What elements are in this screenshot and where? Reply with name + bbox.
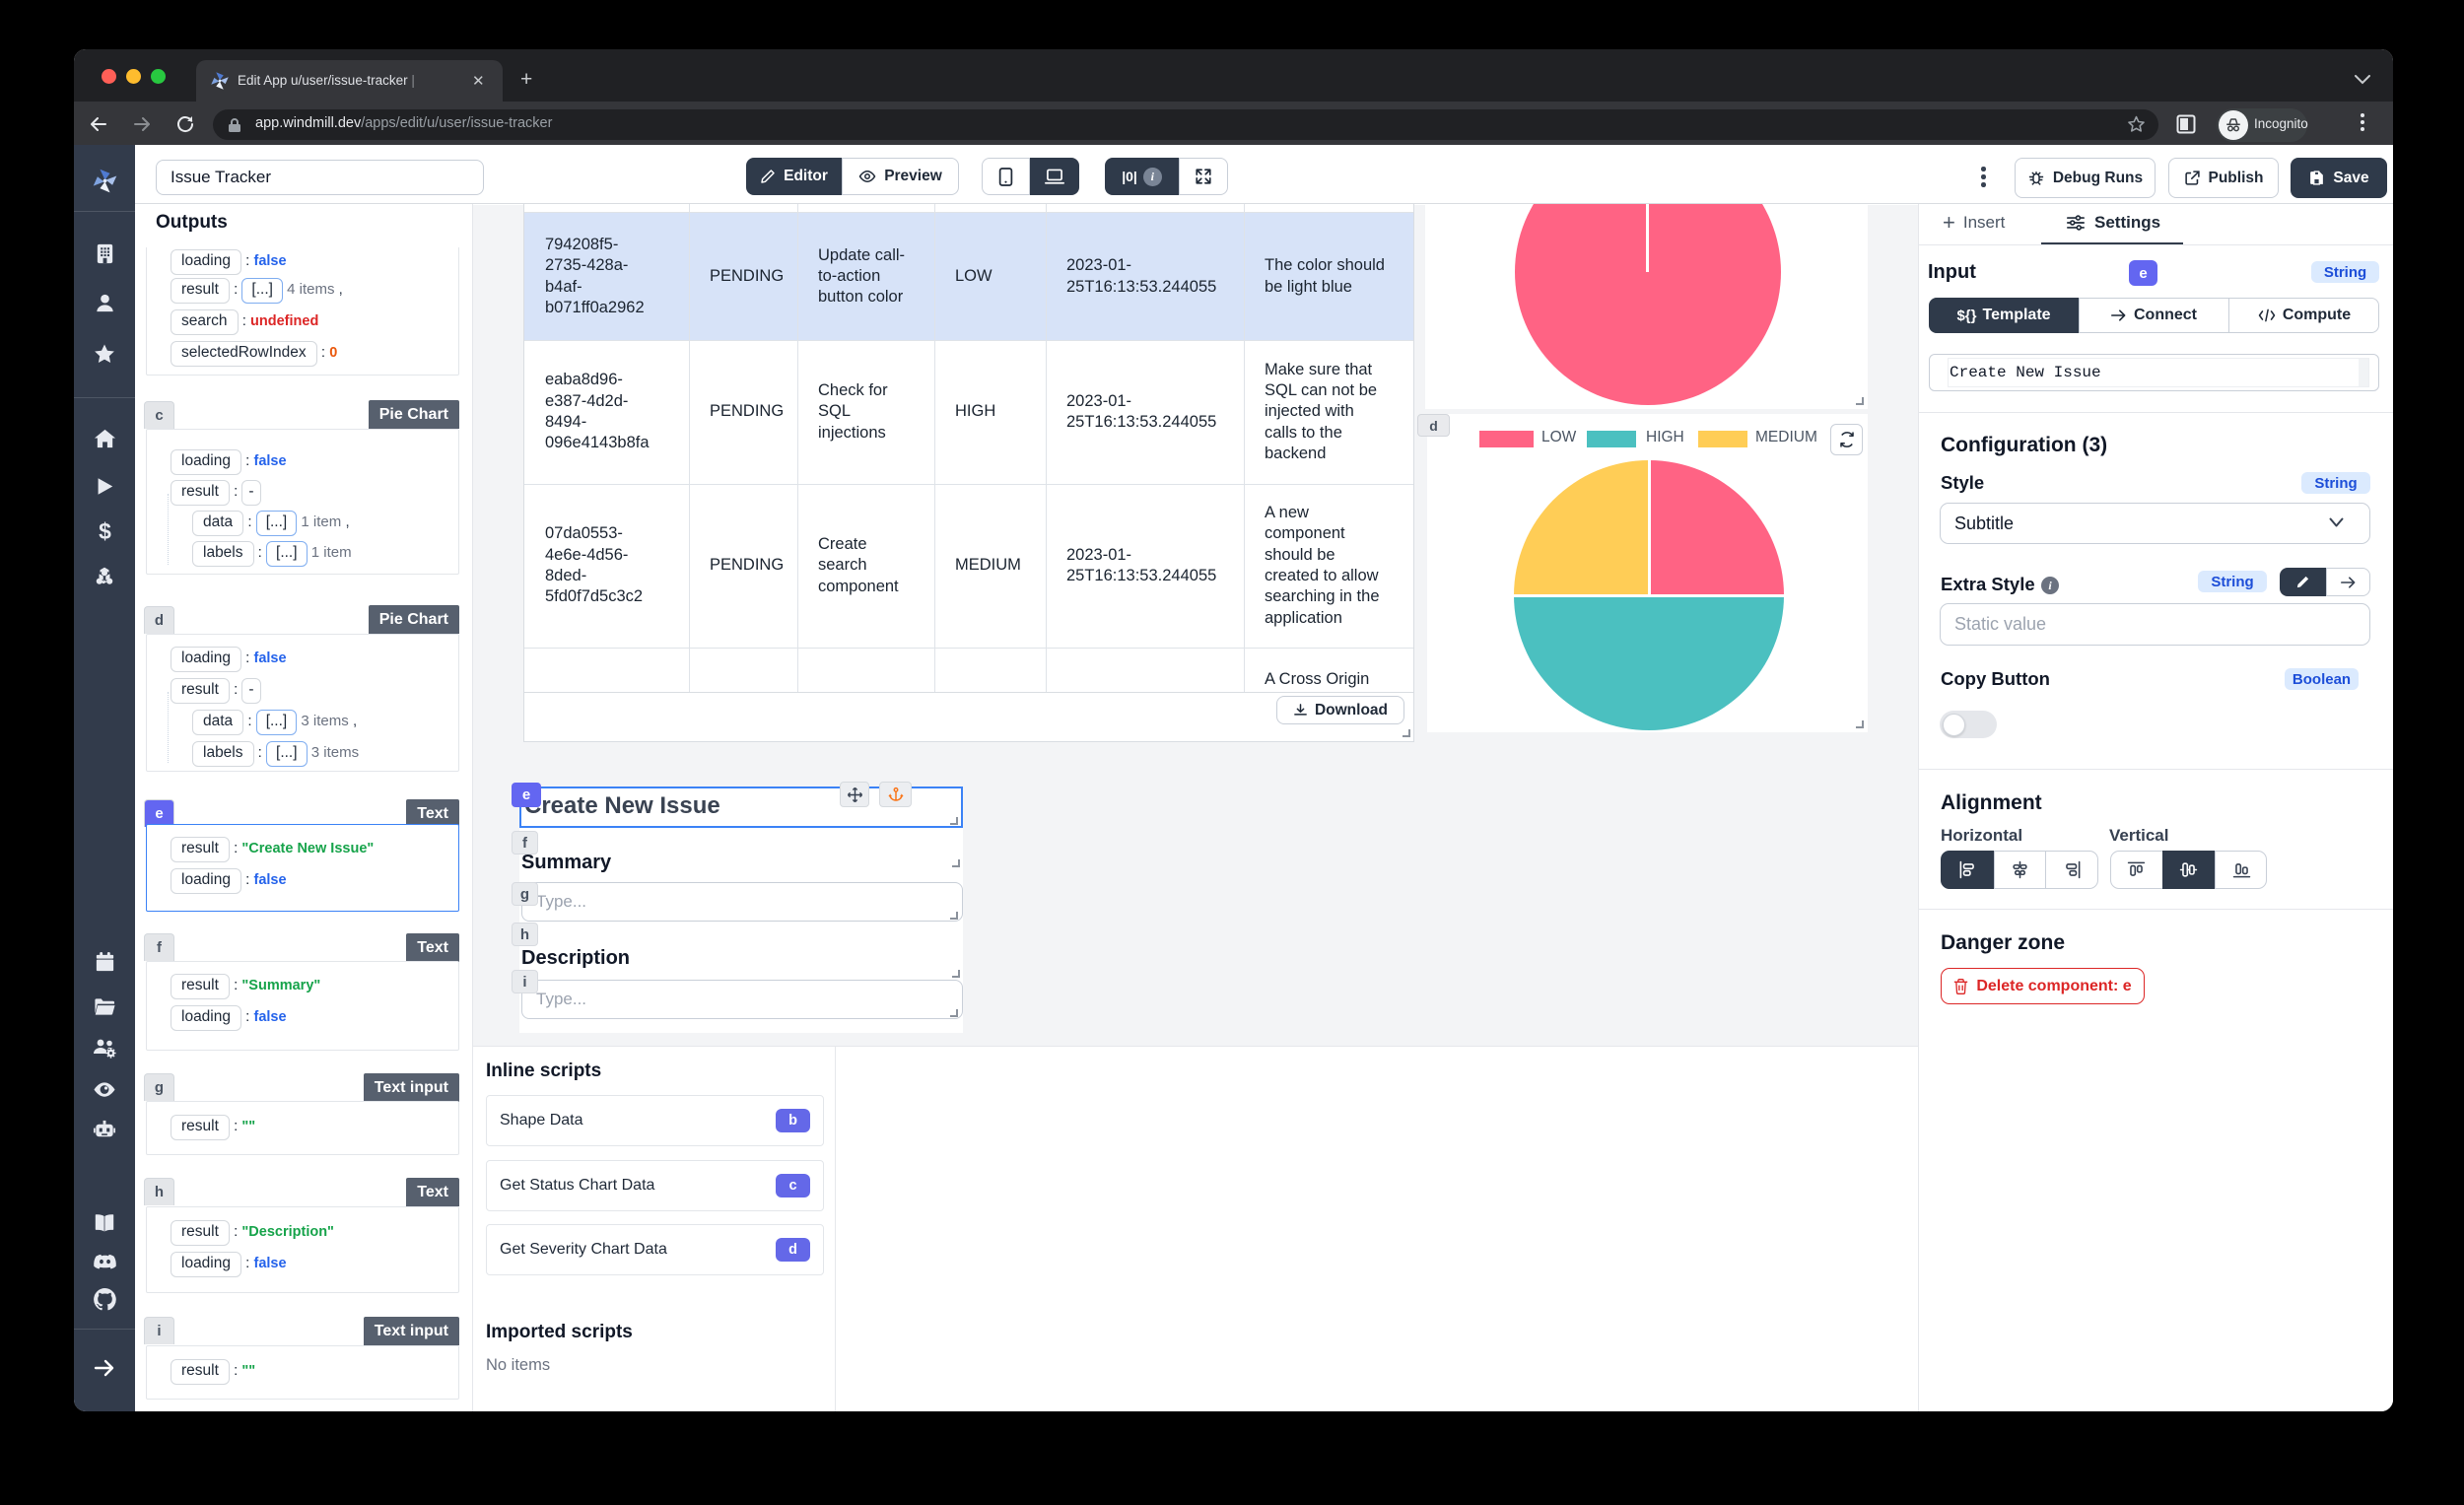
svg-text:$: $ — [99, 519, 111, 544]
